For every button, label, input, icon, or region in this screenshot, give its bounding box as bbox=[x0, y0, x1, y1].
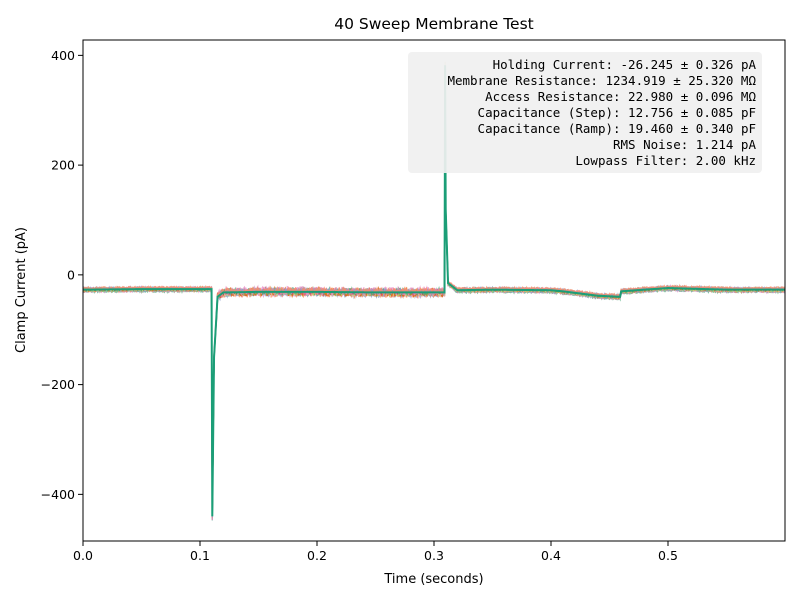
y-tick-label: −400 bbox=[41, 487, 75, 502]
stat-line: Access Resistance: 22.980 ± 0.096 MΩ bbox=[485, 89, 756, 104]
stats-box: Holding Current: -26.245 ± 0.326 pAMembr… bbox=[408, 52, 762, 173]
stat-line: Membrane Resistance: 1234.919 ± 25.320 M… bbox=[447, 73, 756, 88]
y-tick-label: 200 bbox=[51, 158, 75, 173]
stat-line: RMS Noise: 1.214 pA bbox=[613, 137, 756, 152]
stat-line: Lowpass Filter: 2.00 kHz bbox=[575, 153, 756, 168]
x-tick-label: 0.0 bbox=[73, 548, 93, 563]
y-tick-label: 400 bbox=[51, 48, 75, 63]
stat-line: Capacitance (Ramp): 19.460 ± 0.340 pF bbox=[478, 121, 756, 136]
y-tick-label: 0 bbox=[67, 267, 75, 282]
mean-trace bbox=[83, 65, 785, 517]
y-tick-label: −200 bbox=[41, 377, 75, 392]
x-tick-label: 0.1 bbox=[190, 548, 210, 563]
x-tick-label: 0.2 bbox=[307, 548, 327, 563]
stat-line: Holding Current: -26.245 ± 0.326 pA bbox=[493, 57, 757, 72]
x-tick-label: 0.5 bbox=[658, 548, 678, 563]
chart-title: 40 Sweep Membrane Test bbox=[334, 15, 534, 33]
plot-area: 0.0 0.1 0.2 0.3 0.4 0.5 400 200 0 −200 −400 Holding… bbox=[41, 39, 786, 563]
y-axis-label: Clamp Current (pA) bbox=[14, 227, 29, 353]
stats-box-background bbox=[408, 52, 762, 173]
x-tick-label: 0.3 bbox=[424, 548, 444, 563]
sweep-traces bbox=[83, 61, 785, 521]
x-axis-label: Time (seconds) bbox=[383, 572, 483, 587]
stat-line: Capacitance (Step): 12.756 ± 0.085 pF bbox=[478, 105, 756, 120]
x-tick-label: 0.4 bbox=[541, 548, 561, 563]
